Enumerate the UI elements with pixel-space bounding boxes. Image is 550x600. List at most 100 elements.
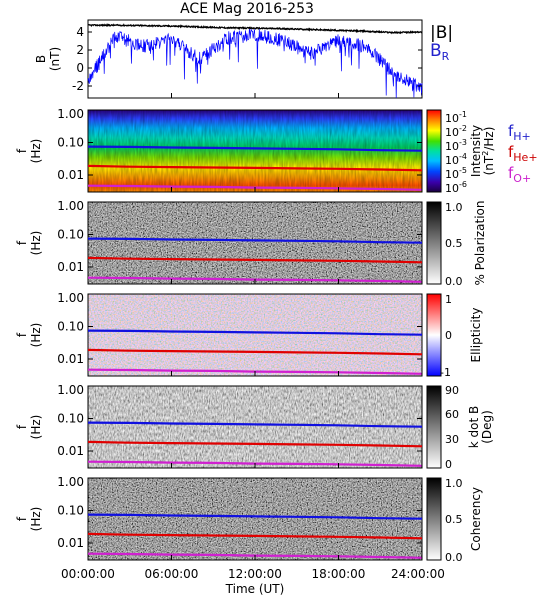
freq-tick-label: 0.01 — [57, 352, 84, 366]
freq-line-legend: fH+ fHe+ fO+ — [508, 122, 538, 185]
b-field-yticks: 4 2 0 -2 — [72, 25, 422, 93]
kdotb-colorbar — [426, 385, 442, 469]
gyrofreq-line-hplus — [87, 421, 423, 428]
ellipticity-cbar-tick: 0 — [445, 329, 452, 342]
ellipticity-cbar-label: Ellipticity — [469, 308, 483, 363]
freq-axis-label: f (Hz) — [15, 415, 43, 440]
gyrofreq-line-heplus — [87, 256, 423, 264]
freq-label-bottom: (Hz) — [29, 507, 43, 532]
freq-tick-label: 0.01 — [57, 260, 84, 274]
x-tick-label: 24:00:00 — [391, 567, 445, 581]
polarization-panel — [87, 201, 442, 285]
intensity-texture — [88, 110, 422, 192]
legend-b-total: |B| — [430, 23, 453, 43]
x-tick-label: 12:00:00 — [228, 567, 282, 581]
legend-f-heplus: fHe+ — [508, 143, 538, 164]
b-r-line — [87, 29, 423, 99]
legend-b-r-base: B — [430, 41, 442, 61]
intensity-colorbar — [426, 109, 442, 193]
b-field-panel: 4 2 0 -2 B (nT) |B| BR — [34, 19, 453, 99]
freq-tick-label: 0.10 — [57, 136, 84, 150]
freq-axis-label: f (Hz) — [15, 231, 43, 256]
gyrofreq-line-hplus — [87, 513, 423, 520]
intensity-cbar-tick: 10-6 — [445, 180, 467, 195]
ellipticity-texture — [88, 294, 422, 376]
kdotb-cbar-unit: (Deg) — [480, 410, 494, 444]
freq-tick-label: 0.10 — [57, 228, 84, 242]
polarization-colorbar — [426, 201, 442, 285]
freq-label-top: f — [15, 148, 29, 153]
polarization-cbar-tick: 0.5 — [445, 237, 463, 250]
freq-axis-label: f (Hz) — [15, 507, 43, 532]
freq-label-top: f — [15, 332, 29, 337]
coherency-panel — [87, 477, 442, 561]
coherency-cbar-tick: 1.0 — [445, 477, 463, 490]
legend-b-r-sub: R — [442, 50, 450, 63]
intensity-panel — [87, 109, 442, 193]
freq-tick-label: 0.10 — [57, 320, 84, 334]
legend-f-oplus: fO+ — [508, 164, 531, 185]
kdotb-panel — [87, 385, 442, 469]
gyrofreq-line-heplus — [87, 348, 423, 356]
intensity-colorbar-labels: 10-1 10-2 10-3 10-4 10-5 10-6 Intensity … — [445, 110, 496, 195]
legend-b-r: BR — [430, 41, 450, 63]
b-field-ylabel: B (nT) — [34, 47, 62, 71]
freq-tick-label: 0.10 — [57, 412, 84, 426]
kdotb-cbar-tick: 90 — [445, 384, 459, 397]
x-tick-label: 06:00:00 — [145, 567, 199, 581]
coherency-colorbar-labels: 1.0 0.5 0.0 Coherency — [445, 477, 483, 564]
kdotb-cbar-tick: 30 — [445, 433, 459, 446]
kdotb-cbar-label: k dot B — [467, 406, 481, 448]
coherency-cbar-tick: 0.0 — [445, 551, 463, 564]
b-ytick-label: -2 — [72, 79, 84, 93]
ellipticity-cbar-tick: 1 — [445, 293, 452, 306]
ellipticity-colorbar — [426, 293, 442, 377]
ellipticity-colorbar-labels: 1 0 -1 Ellipticity — [440, 293, 483, 379]
intensity-cbar-tick: 10-4 — [445, 152, 467, 167]
b-ylabel-top: B — [34, 55, 48, 63]
b-ytick-label: 2 — [76, 43, 84, 57]
coherency-cbar-tick: 0.5 — [445, 513, 463, 526]
gyrofreq-line-heplus — [87, 164, 423, 172]
kdotb-colorbar-labels: 90 60 30 0 k dot B (Deg) — [445, 384, 494, 471]
polarization-cbar-tick: 1.0 — [445, 201, 463, 214]
gyrofreq-line-hplus — [87, 329, 423, 336]
freq-axis-label: f (Hz) — [15, 323, 43, 348]
polarization-texture — [88, 202, 422, 284]
ellipticity-cbar-tick: -1 — [440, 366, 451, 379]
b-ytick-label: 4 — [76, 25, 84, 39]
freq-axis-label: f (Hz) — [15, 139, 43, 164]
polarization-colorbar-labels: 1.0 0.5 0.0 % Polarization — [445, 201, 487, 288]
freq-label-bottom: (Hz) — [29, 139, 43, 164]
freq-tick-label: 0.01 — [57, 168, 84, 182]
coherency-colorbar — [426, 477, 442, 561]
intensity-cbar-unit: (nT2/Hz) — [481, 127, 496, 176]
intensity-cbar-tick: 10-5 — [445, 166, 467, 181]
x-axis: 00:00:00 06:00:00 12:00:00 18:00:00 24:0… — [61, 567, 445, 596]
b-ylabel-bottom: (nT) — [48, 47, 62, 71]
x-axis-label: Time (UT) — [225, 582, 285, 596]
freq-label-bottom: (Hz) — [29, 415, 43, 440]
gyrofreq-line-hplus — [87, 145, 423, 152]
freq-label-top: f — [15, 240, 29, 245]
freq-label-bottom: (Hz) — [29, 231, 43, 256]
b-ytick-label: 0 — [76, 61, 84, 75]
freq-tick-label: 1.00 — [57, 199, 84, 213]
freq-tick-label: 1.00 — [57, 383, 84, 397]
gyrofreq-line-heplus — [87, 440, 423, 448]
freq-tick-label: 0.10 — [57, 504, 84, 518]
gyrofreq-line-hplus — [87, 237, 423, 244]
freq-tick-label: 1.00 — [57, 291, 84, 305]
intensity-cbar-label: Intensity — [469, 125, 483, 177]
polarization-cbar-label: % Polarization — [473, 201, 487, 286]
polarization-cbar-tick: 0.0 — [445, 275, 463, 288]
kdotb-texture — [88, 386, 422, 468]
freq-label-bottom: (Hz) — [29, 323, 43, 348]
frequency-axes: 1.000.100.01f (Hz)1.000.100.01f (Hz)1.000.… — [15, 93, 423, 560]
b-total-line — [87, 23, 423, 35]
gyrofreq-line-heplus — [87, 532, 423, 540]
x-tick-label: 00:00:00 — [61, 567, 115, 581]
b-field-traces — [87, 23, 423, 99]
x-tick-label: 18:00:00 — [312, 567, 366, 581]
